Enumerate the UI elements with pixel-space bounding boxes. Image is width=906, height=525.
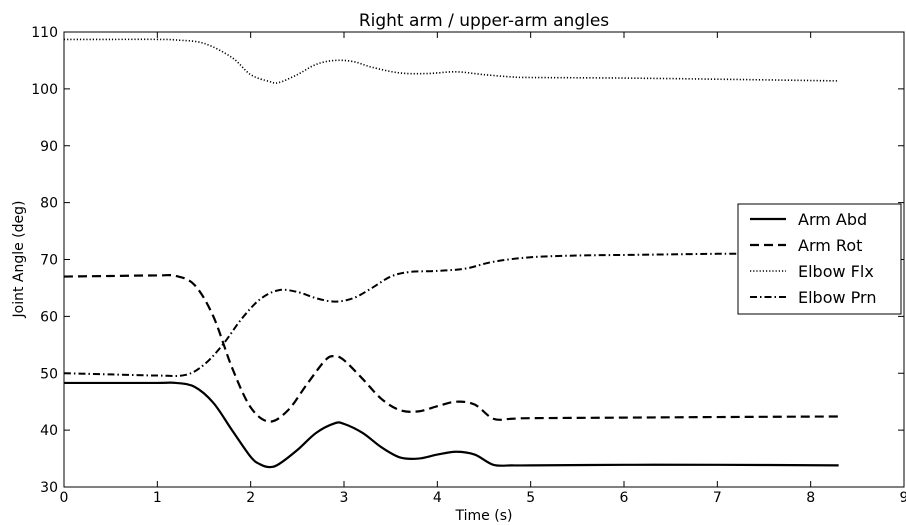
- legend-item-arm-abd: Arm Abd: [750, 210, 867, 229]
- legend-box: [737, 203, 902, 315]
- legend-item-arm-rot: Arm Rot: [750, 236, 862, 255]
- x-tick-label: 9: [900, 490, 906, 506]
- x-tick-label: 6: [620, 490, 629, 506]
- x-tick-label: 1: [153, 490, 162, 506]
- y-tick-label: 30: [40, 480, 58, 496]
- legend-label: Elbow Prn: [798, 288, 876, 307]
- y-tick-label: 40: [40, 423, 58, 439]
- y-tick-label: 100: [31, 82, 58, 98]
- x-tick-label: 3: [340, 490, 349, 506]
- legend-label: Arm Rot: [798, 236, 862, 255]
- x-tick-label: 7: [713, 490, 722, 506]
- legend-label: Elbow Flx: [798, 262, 874, 281]
- series-line-arm-rot: [63, 274, 839, 423]
- y-tick-label: 50: [40, 366, 58, 382]
- legend-items: Arm Abd Arm Rot Elbow Flx Elbow Prn: [750, 210, 876, 307]
- x-tick-label: 2: [246, 490, 255, 506]
- ticks-layer: 0 1 2 3 4 5 6 7 8 9 30 40 50 60 70 80 90 100 110: [31, 25, 906, 506]
- x-tick-label: 8: [806, 490, 815, 506]
- y-tick-label: 90: [40, 139, 58, 155]
- y-axis-title: Joint Angle (deg): [11, 201, 27, 319]
- series-line-arm-abd: [64, 381, 839, 469]
- series-line-elbow-flx: [64, 38, 839, 84]
- y-tick-label: 60: [40, 309, 58, 325]
- legend-label: Arm Abd: [798, 210, 867, 229]
- legend: Arm Abd Arm Rot Elbow Flx Elbow Prn: [737, 203, 902, 315]
- x-axis-title: Time (s): [455, 508, 513, 524]
- legend-item-elbow-prn: Elbow Prn: [750, 288, 876, 307]
- x-tick-label: 0: [60, 490, 69, 506]
- chart-title: Right arm / upper-arm angles: [359, 11, 609, 31]
- x-tick-label: 5: [526, 490, 535, 506]
- y-tick-label: 80: [40, 196, 58, 212]
- y-tick-label: 110: [31, 25, 58, 41]
- x-tick-label: 4: [433, 490, 442, 506]
- series-layer: [63, 38, 839, 469]
- legend-item-elbow-flx: Elbow Flx: [750, 262, 874, 281]
- y-tick-label: 70: [40, 253, 58, 269]
